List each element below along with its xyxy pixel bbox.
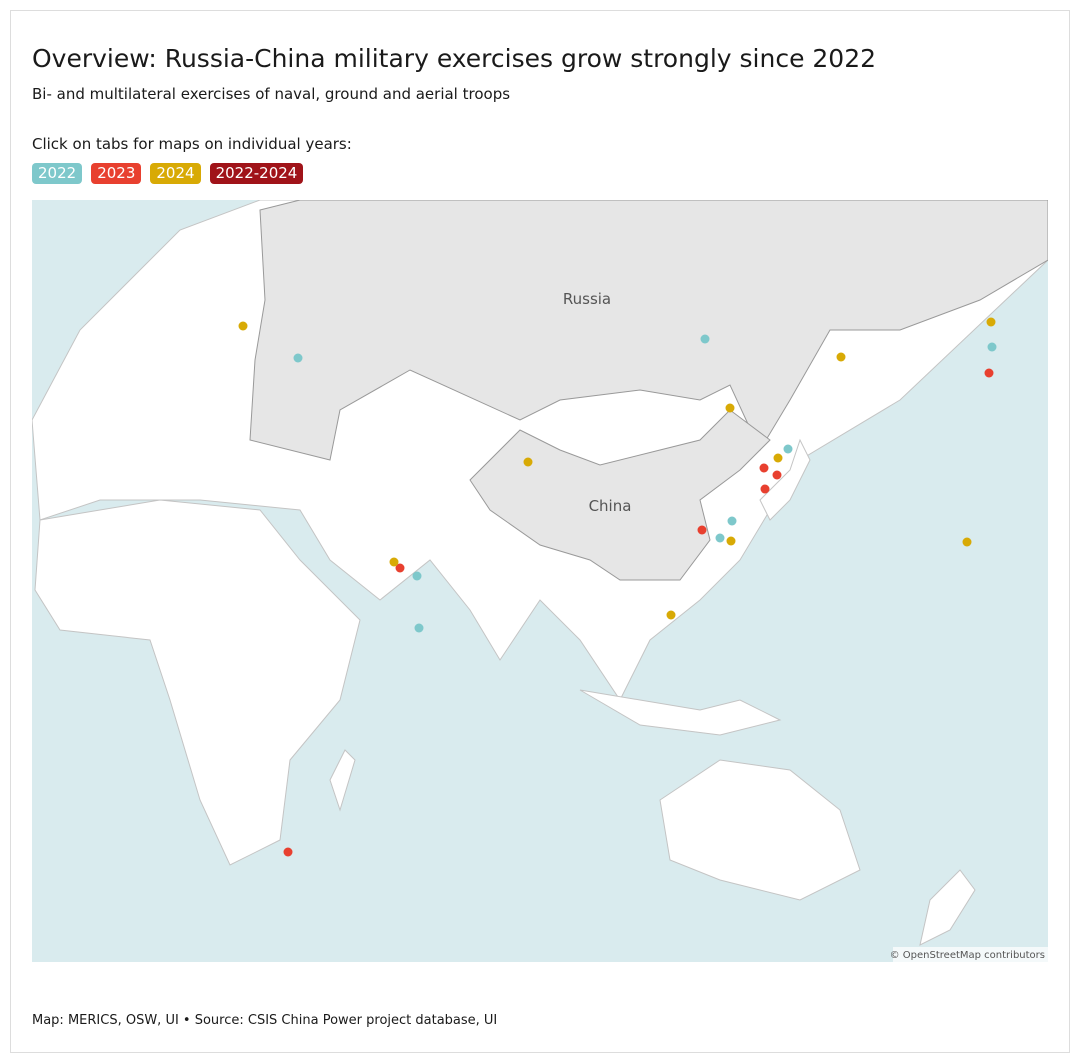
exercise-marker [760,484,770,494]
chart-frame [10,10,1070,1053]
exercise-marker [725,403,735,413]
attribution: © OpenStreetMap contributors [890,950,1045,961]
exercise-marker [523,457,533,467]
exercise-marker [773,453,783,463]
exercise-marker [783,444,793,454]
exercise-marker [395,563,405,573]
exercise-marker [293,353,303,363]
exercise-marker [715,533,725,543]
tab-bar: 2022 2023 2024 2022-2024 [32,163,304,184]
source-note: Map: MERICS, OSW, UI • Source: CSIS Chin… [32,1013,498,1028]
exercise-marker [414,623,424,633]
exercise-marker [389,557,399,567]
highlighted-country [249,200,1048,581]
exercise-marker [700,334,710,344]
title: Overview: Russia-China military exercise… [32,44,877,73]
exercise-marker [836,352,846,362]
instruction: Click on tabs for maps on individual yea… [32,135,352,153]
exercise-marker [412,571,422,581]
exercise-marker [283,847,293,857]
exercise-marker [986,317,996,327]
exercise-marker [772,470,782,480]
exercise-marker [962,537,972,547]
exercise-marker [987,342,997,352]
tab[interactable]: 2023 [91,163,142,184]
tab[interactable]: 2024 [150,163,201,184]
exercise-marker [759,463,769,473]
exercise-markers [238,317,997,857]
map: Russia China [32,200,1048,962]
exercise-marker [984,368,994,378]
exercise-marker [727,516,737,526]
tab[interactable]: 2022 [32,163,83,184]
exercise-marker [238,321,248,331]
map-label: China [589,497,632,515]
attribution-bg [893,947,1048,962]
exercise-marker [726,536,736,546]
subtitle: Bi- and multilateral exercises of naval,… [32,85,511,103]
exercise-marker [666,610,676,620]
tab[interactable]: 2022-2024 [209,163,304,184]
exercise-marker [697,525,707,535]
map-label: Russia [563,290,611,308]
